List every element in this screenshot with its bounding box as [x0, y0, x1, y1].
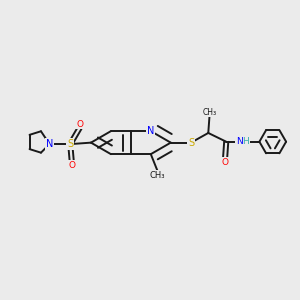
- Text: N: N: [147, 126, 154, 136]
- Text: N: N: [46, 139, 53, 149]
- Text: CH₃: CH₃: [202, 107, 217, 116]
- Text: N: N: [236, 137, 243, 146]
- Text: O: O: [76, 120, 83, 129]
- Text: H: H: [242, 137, 249, 146]
- Text: CH₃: CH₃: [150, 171, 166, 180]
- Text: O: O: [222, 158, 229, 166]
- Text: S: S: [188, 138, 194, 148]
- Text: S: S: [67, 139, 73, 149]
- Text: O: O: [68, 160, 75, 169]
